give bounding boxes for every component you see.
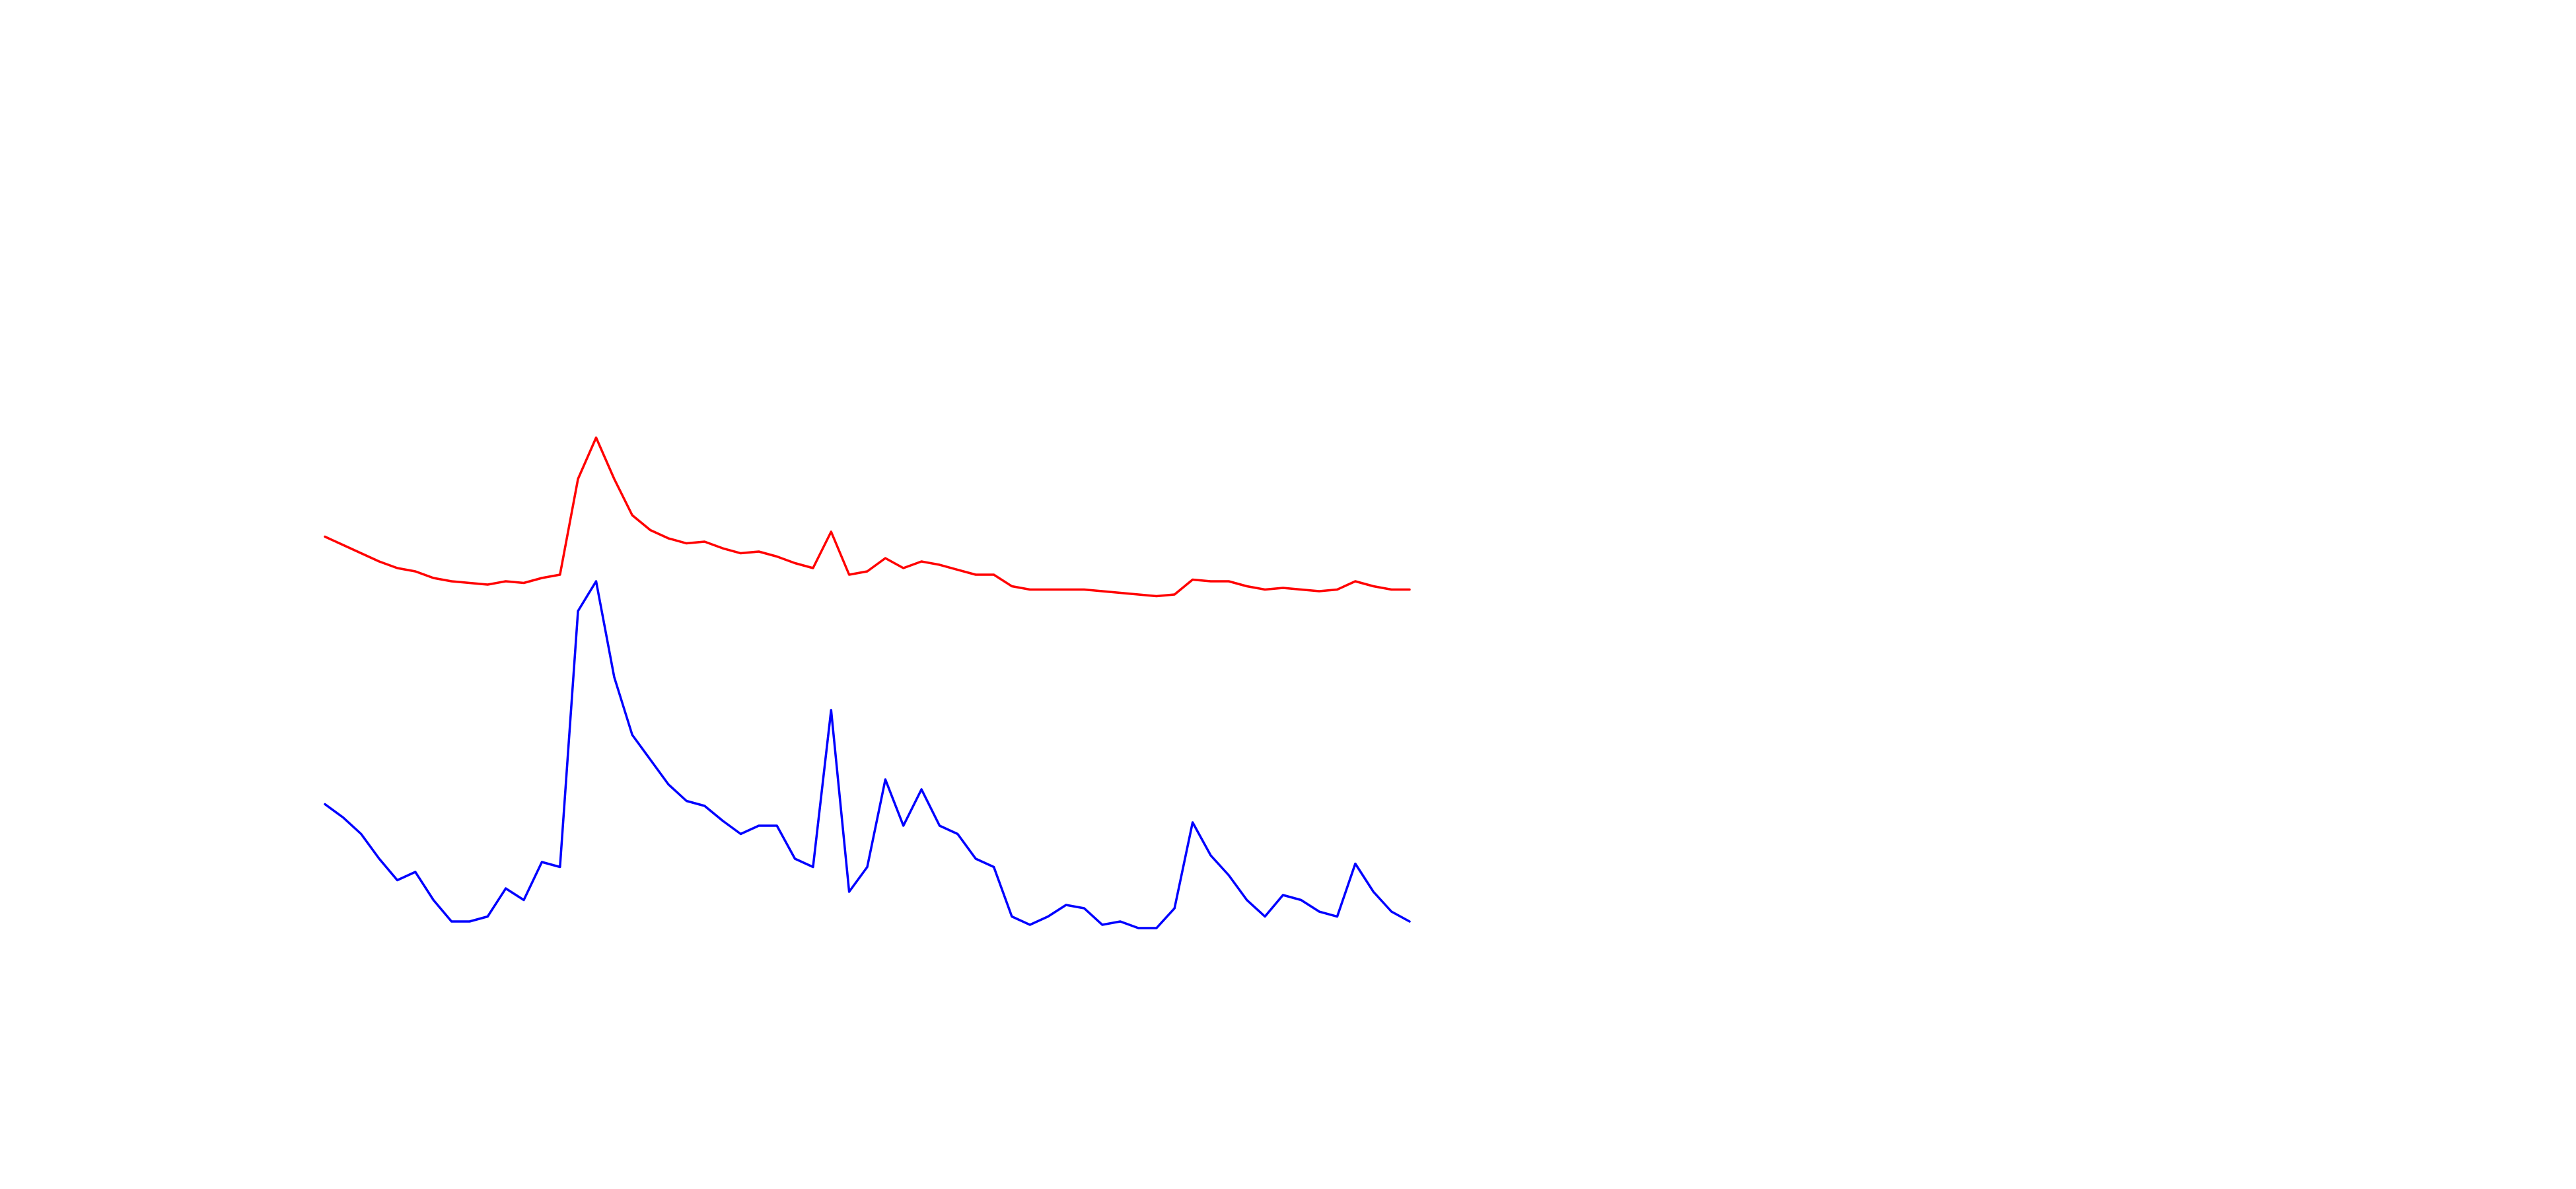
data-line xyxy=(324,436,1411,598)
data-line xyxy=(324,580,1411,929)
